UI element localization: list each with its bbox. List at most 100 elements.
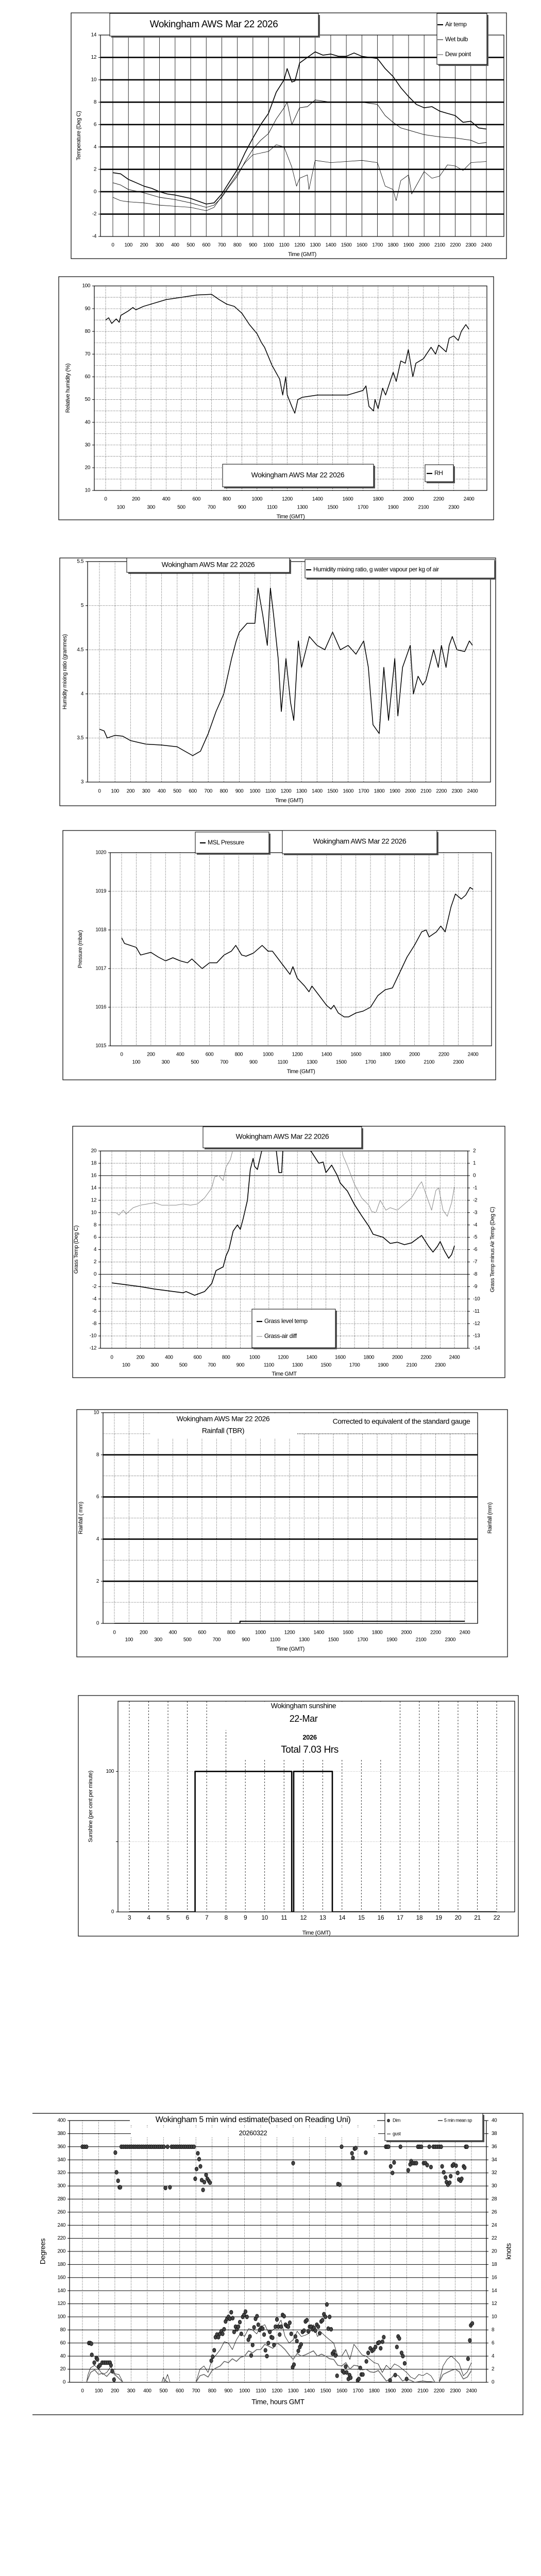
y-tick-label: 280 xyxy=(58,2196,66,2202)
x-tick-label: 1400 xyxy=(307,1355,317,1361)
x-tick-label: 300 xyxy=(154,1637,162,1643)
direction-point xyxy=(361,2372,365,2377)
x-tick-label: 18 xyxy=(416,1914,423,1921)
direction-point xyxy=(92,2360,96,2365)
title-backdrop xyxy=(151,1413,297,1439)
direction-point xyxy=(395,2345,399,2349)
x-axis-title: Time (GMT) xyxy=(275,798,303,804)
legend-label-grass-level-temp: Grass level temp xyxy=(264,1317,308,1325)
x-tick-label: 2200 xyxy=(436,789,447,794)
y-tick-label: 320 xyxy=(58,2170,66,2176)
title-backdrop xyxy=(219,1702,391,1730)
x-tick-label: 500 xyxy=(177,505,185,511)
direction-point xyxy=(194,2166,199,2172)
y-tick-label: 1015 xyxy=(95,1043,106,1049)
legend-label-wet-bulb: Wet bulb xyxy=(445,36,468,43)
y-tick-label: 0 xyxy=(94,189,97,195)
direction-point xyxy=(448,2180,452,2185)
y-tick-label: 4 xyxy=(94,144,97,150)
x-tick-label: 2100 xyxy=(417,2388,428,2394)
direction-point xyxy=(380,2339,384,2344)
x-tick-label: 1400 xyxy=(322,1052,332,1058)
y-tick-label-right: 28 xyxy=(492,2196,497,2202)
y-tick-label: 100 xyxy=(58,2314,66,2320)
x-tick-label: 800 xyxy=(235,1052,243,1058)
x-tick-label: 1100 xyxy=(267,505,278,511)
chart-title: Wokingham AWS Mar 22 2026 xyxy=(236,1132,329,1141)
x-tick-label: 600 xyxy=(189,789,197,794)
x-tick-label: 12 xyxy=(300,1914,307,1921)
direction-point xyxy=(427,2144,431,2149)
title-backdrop xyxy=(130,2115,377,2125)
y-tick-label: 4 xyxy=(94,1247,97,1252)
x-tick-label: 2400 xyxy=(481,243,492,248)
y-tick-label: 50 xyxy=(85,397,91,402)
direction-point xyxy=(279,2324,283,2329)
direction-point xyxy=(248,2334,252,2339)
y-tick-label-right: -11 xyxy=(473,1309,480,1314)
y-tick-label: 4 xyxy=(81,691,84,697)
x-tick-label: 1000 xyxy=(251,497,262,502)
x-tick-label: 1600 xyxy=(336,2388,347,2394)
x-tick-label: 0 xyxy=(98,789,101,794)
x-tick-label: 1500 xyxy=(327,789,338,794)
direction-point xyxy=(414,2161,418,2165)
direction-point xyxy=(468,2338,472,2343)
y-tick-label: 220 xyxy=(58,2235,66,2241)
direction-point xyxy=(463,2165,467,2170)
x-axis-title: Time (GMT) xyxy=(302,1930,331,1936)
chart-6: 0246810010020030040050060070080090010001… xyxy=(76,1409,508,1657)
y-tick-label: 0 xyxy=(63,2380,66,2385)
y-tick-label: 200 xyxy=(58,2249,66,2255)
x-tick-label: 1100 xyxy=(270,1637,281,1643)
direction-point xyxy=(116,2178,120,2183)
y-tick-label: 0 xyxy=(111,1909,114,1915)
x-tick-label: 1500 xyxy=(328,1637,339,1643)
x-tick-label: 1300 xyxy=(307,1060,317,1065)
legend-label-air-temp: Air temp xyxy=(445,21,467,28)
direction-point xyxy=(320,2318,325,2323)
x-tick-label: 700 xyxy=(192,2388,200,2394)
x-tick-label: 500 xyxy=(187,243,195,248)
direction-point xyxy=(454,2163,458,2168)
chart-title: Wokingham AWS Mar 22 2026 xyxy=(150,19,278,30)
direction-point xyxy=(358,2365,362,2370)
x-axis-title: Time GMT xyxy=(272,1371,297,1377)
y-tick-label: 1019 xyxy=(95,889,106,894)
direction-point xyxy=(444,2175,448,2180)
direction-point xyxy=(466,2356,470,2361)
legend-box xyxy=(195,832,269,854)
y-tick-label: 10 xyxy=(91,77,97,83)
direction-point xyxy=(439,2144,443,2149)
direction-point xyxy=(95,2357,99,2362)
x-tick-label: 7 xyxy=(205,1914,209,1921)
x-tick-label: 6 xyxy=(185,1914,189,1921)
y-tick-label: 6 xyxy=(94,1234,97,1240)
x-tick-label: 2100 xyxy=(416,1637,427,1643)
x-tick-label: 1400 xyxy=(304,2388,315,2394)
x-tick-label: 400 xyxy=(171,243,179,248)
x-tick-label: 1000 xyxy=(239,2388,250,2394)
x-tick-label: 1400 xyxy=(326,243,336,248)
y-tick-label: 1020 xyxy=(95,850,106,856)
x-tick-label: 500 xyxy=(173,789,181,794)
y-tick-label: -8 xyxy=(92,1321,97,1327)
series-line-air-temp xyxy=(112,51,487,205)
y-tick-label: 1018 xyxy=(95,927,106,933)
y-tick-label-right: -3 xyxy=(473,1210,478,1215)
x-tick-label: 2100 xyxy=(420,789,431,794)
direction-point xyxy=(404,2377,409,2381)
y-tick-label: 10 xyxy=(91,1210,97,1215)
direction-point xyxy=(425,2163,429,2167)
x-tick-label: 1000 xyxy=(249,1355,260,1361)
x-axis-title: Time (GMT) xyxy=(287,1069,315,1075)
x-tick-label: 15 xyxy=(358,1914,365,1921)
chart-frame xyxy=(71,12,507,259)
x-tick-label: 1300 xyxy=(292,1363,303,1368)
direction-point xyxy=(256,2322,260,2327)
total-backdrop xyxy=(227,1730,382,1760)
x-tick-label: 900 xyxy=(249,243,257,248)
y-tick-label: -6 xyxy=(92,1309,97,1314)
x-tick-label: 600 xyxy=(194,1355,202,1361)
direction-point xyxy=(353,2145,358,2150)
